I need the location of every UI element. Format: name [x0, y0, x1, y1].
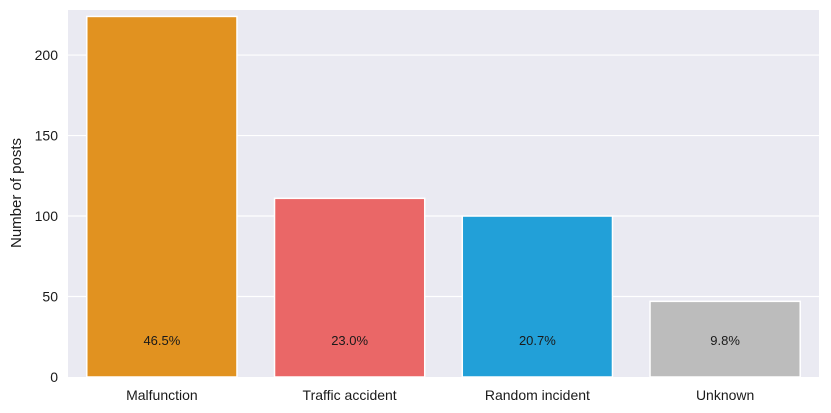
bar: [461, 215, 614, 378]
bar-value-label: 20.7%: [519, 333, 556, 348]
x-tick-label: Traffic accident: [303, 387, 397, 403]
bar: [649, 300, 801, 378]
bar-labels: 46.5% 23.0% 20.7% 9.8%: [143, 333, 740, 348]
bars: [86, 15, 801, 378]
y-tick-label: 0: [50, 369, 58, 385]
bar-value-label: 9.8%: [710, 333, 740, 348]
y-tick-label: 50: [42, 289, 58, 305]
y-axis-label: Number of posts: [8, 138, 25, 248]
x-tick-label: Unknown: [696, 387, 754, 403]
x-tick-label: Random incident: [485, 387, 590, 403]
bar-value-label: 23.0%: [331, 333, 368, 348]
bar: [86, 15, 238, 378]
bar: [273, 197, 426, 378]
bar-value-label: 46.5%: [143, 333, 180, 348]
y-tick-label: 150: [35, 128, 59, 144]
y-tick-label: 200: [35, 47, 59, 63]
y-axis-ticks: 0 50 100 150 200: [35, 47, 59, 385]
y-tick-label: 100: [35, 208, 59, 224]
x-axis-ticks: Malfunction Traffic accident Random incide…: [126, 387, 754, 403]
x-tick-label: Malfunction: [126, 387, 198, 403]
